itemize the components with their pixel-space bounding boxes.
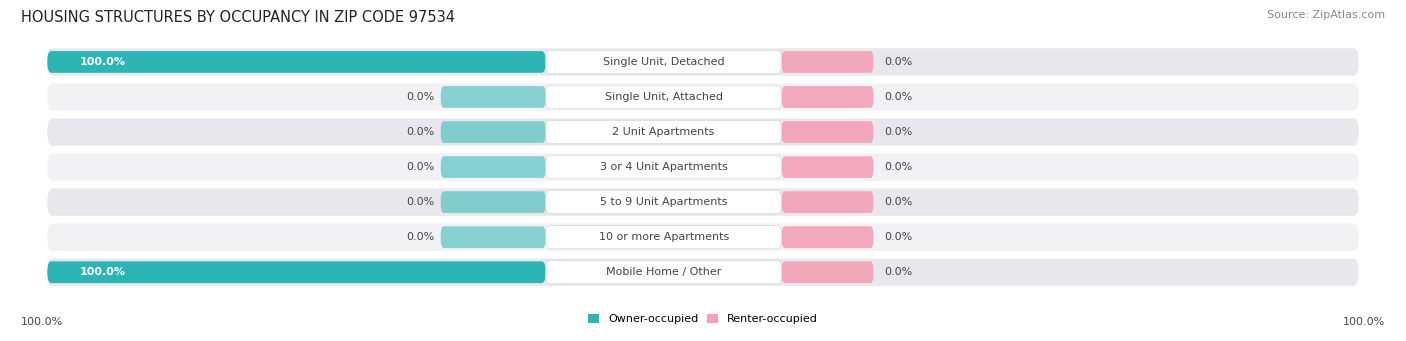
Legend: Owner-occupied, Renter-occupied: Owner-occupied, Renter-occupied (583, 310, 823, 329)
FancyBboxPatch shape (440, 191, 546, 213)
FancyBboxPatch shape (48, 83, 1358, 111)
FancyBboxPatch shape (48, 118, 1358, 146)
Text: Single Unit, Attached: Single Unit, Attached (605, 92, 723, 102)
Text: 0.0%: 0.0% (884, 92, 912, 102)
FancyBboxPatch shape (48, 261, 546, 283)
Text: 0.0%: 0.0% (884, 162, 912, 172)
FancyBboxPatch shape (782, 121, 873, 143)
FancyBboxPatch shape (48, 153, 1358, 181)
FancyBboxPatch shape (546, 155, 782, 179)
FancyBboxPatch shape (48, 48, 1358, 76)
Text: 0.0%: 0.0% (406, 127, 434, 137)
FancyBboxPatch shape (546, 261, 782, 284)
Text: Source: ZipAtlas.com: Source: ZipAtlas.com (1267, 10, 1385, 20)
Text: 100.0%: 100.0% (1343, 317, 1385, 327)
Text: 0.0%: 0.0% (406, 92, 434, 102)
Text: 0.0%: 0.0% (884, 267, 912, 277)
Text: 0.0%: 0.0% (884, 57, 912, 67)
Text: 0.0%: 0.0% (884, 232, 912, 242)
FancyBboxPatch shape (440, 156, 546, 178)
FancyBboxPatch shape (48, 189, 1358, 216)
Text: HOUSING STRUCTURES BY OCCUPANCY IN ZIP CODE 97534: HOUSING STRUCTURES BY OCCUPANCY IN ZIP C… (21, 10, 456, 25)
FancyBboxPatch shape (782, 156, 873, 178)
FancyBboxPatch shape (48, 223, 1358, 251)
Text: 100.0%: 100.0% (21, 317, 63, 327)
Text: 0.0%: 0.0% (884, 127, 912, 137)
FancyBboxPatch shape (440, 121, 546, 143)
Text: 100.0%: 100.0% (80, 57, 127, 67)
FancyBboxPatch shape (440, 226, 546, 248)
FancyBboxPatch shape (48, 258, 1358, 286)
Text: Single Unit, Detached: Single Unit, Detached (603, 57, 724, 67)
FancyBboxPatch shape (782, 86, 873, 108)
Text: 0.0%: 0.0% (406, 162, 434, 172)
Text: 5 to 9 Unit Apartments: 5 to 9 Unit Apartments (600, 197, 727, 207)
FancyBboxPatch shape (782, 191, 873, 213)
Text: 3 or 4 Unit Apartments: 3 or 4 Unit Apartments (600, 162, 727, 172)
FancyBboxPatch shape (782, 261, 873, 283)
Text: 0.0%: 0.0% (406, 197, 434, 207)
FancyBboxPatch shape (546, 120, 782, 144)
Text: 10 or more Apartments: 10 or more Apartments (599, 232, 728, 242)
Text: 2 Unit Apartments: 2 Unit Apartments (613, 127, 714, 137)
Text: 0.0%: 0.0% (884, 197, 912, 207)
FancyBboxPatch shape (546, 50, 782, 74)
Text: Mobile Home / Other: Mobile Home / Other (606, 267, 721, 277)
Text: 100.0%: 100.0% (80, 267, 127, 277)
Text: 0.0%: 0.0% (406, 232, 434, 242)
FancyBboxPatch shape (782, 51, 873, 73)
FancyBboxPatch shape (48, 51, 546, 73)
FancyBboxPatch shape (546, 86, 782, 108)
FancyBboxPatch shape (782, 226, 873, 248)
FancyBboxPatch shape (440, 86, 546, 108)
FancyBboxPatch shape (546, 191, 782, 214)
FancyBboxPatch shape (546, 226, 782, 249)
